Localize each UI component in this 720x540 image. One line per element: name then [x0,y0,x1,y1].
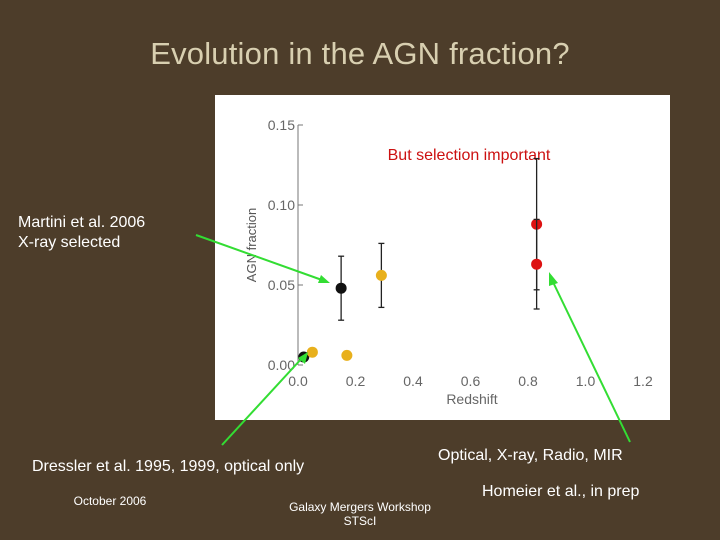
data-point [375,269,387,281]
y-tick-label: 0.15 [268,117,295,133]
y-tick-label: 0.10 [268,197,295,213]
dressler-annotation: Dressler et al. 1995, 1999, optical only [32,458,305,475]
y-tick-label: 0.00 [268,357,295,373]
x-tick-label: 1.2 [633,373,653,389]
x-tick-label: 0.4 [403,373,423,389]
footer-date: October 2006 [73,494,147,508]
plot-panel: AGN fraction Redshift But selection impo… [215,95,670,420]
data-point [306,346,318,358]
martini-annotation: Martini et al. 2006 X-ray selected [18,213,145,253]
scatter-chart: AGN fraction Redshift But selection impo… [244,117,653,407]
footer-workshop: Galaxy Mergers Workshop STScI [275,500,445,528]
data-point [335,282,347,294]
martini-line2: X-ray selected [18,234,121,251]
x-tick-label: 0.0 [288,373,308,389]
x-axis-label: Redshift [446,391,497,407]
x-tick-label: 0.2 [346,373,366,389]
footer-workshop-line1: Galaxy Mergers Workshop [289,500,431,514]
y-tick-label: 0.05 [268,277,295,293]
slide-title: Evolution in the AGN fraction? [150,36,570,71]
data-point [341,349,353,361]
multiwave-annotation: Optical, X-ray, Radio, MIR [438,447,623,464]
data-point [531,258,543,270]
x-tick-label: 1.0 [576,373,596,389]
selection-note: But selection important [388,147,551,164]
martini-line1: Martini et al. 2006 [18,214,146,231]
y-axis-label: AGN fraction [244,208,259,282]
homeier-annotation: Homeier et al., in prep [482,483,640,500]
x-tick-label: 0.6 [461,373,481,389]
x-tick-label: 0.8 [518,373,538,389]
footer-workshop-line2: STScI [343,514,377,528]
